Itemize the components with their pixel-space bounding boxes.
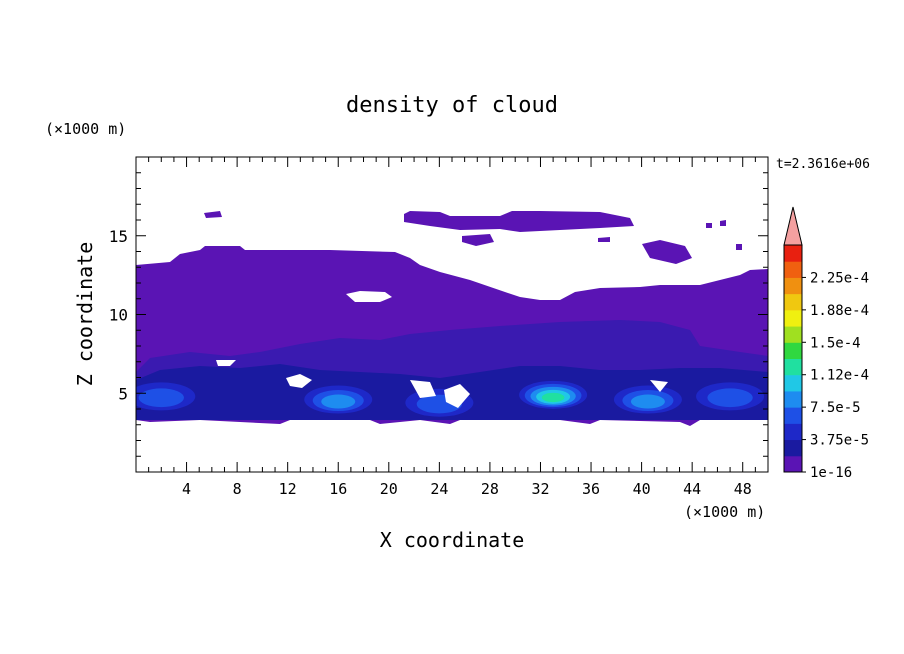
peak-contour <box>541 392 565 403</box>
chart-title: density of cloud <box>346 93 558 118</box>
colorbar-label: 7.5e-5 <box>810 400 861 416</box>
y-tick-label: 10 <box>109 306 128 325</box>
small-cloud-2 <box>462 234 494 246</box>
colorbar-swatch <box>784 245 802 262</box>
peak-contour <box>321 394 356 409</box>
peak-contour <box>707 388 753 408</box>
colorbar-swatch <box>784 423 802 441</box>
gap-hole-1 <box>286 374 312 388</box>
x-tick-label: 28 <box>481 480 499 498</box>
x-tick-label: 8 <box>233 480 242 498</box>
peak-contour <box>630 394 665 409</box>
x-axis-unit: (×1000 m) <box>684 503 765 521</box>
colorbar-swatch <box>784 309 802 327</box>
small-cloud-7 <box>736 244 742 250</box>
peak-cells <box>136 380 765 417</box>
colorbar-swatch <box>784 326 802 343</box>
x-tick-label: 36 <box>582 480 600 498</box>
colorbar-extend-triangle <box>783 206 803 246</box>
x-tick-label: 20 <box>380 480 398 498</box>
x-tick-label: 24 <box>430 480 448 498</box>
x-tick-label: 4 <box>182 480 191 498</box>
colorbar: 1e-16 3.75e-5 7.5e-5 1.12e-4 1.5e-4 1.88e-4 2.… <box>783 206 869 481</box>
colorbar-swatch <box>784 439 802 457</box>
colorbar-swatch <box>784 358 802 376</box>
x-tick-label: 16 <box>329 480 347 498</box>
colorbar-frame <box>783 244 803 473</box>
colorbar-swatch <box>784 455 802 473</box>
colorbar-swatch <box>784 261 802 278</box>
gap-hole-3 <box>444 384 470 408</box>
x-axis: 4 8 12 16 20 24 28 32 36 40 44 48 <box>148 157 756 498</box>
colorbar-label: 3.75e-5 <box>810 433 869 449</box>
colorbar-swatch <box>784 293 802 311</box>
colorbar-label: 2.25e-4 <box>810 270 869 286</box>
cirrus-patch <box>404 211 634 232</box>
y-axis: 5 10 15 <box>109 172 768 457</box>
colorbar-swatch <box>784 407 802 424</box>
y-axis-unit: (×1000 m) <box>45 120 126 138</box>
y-tick-label: 5 <box>118 384 128 403</box>
x-tick-label: 32 <box>531 480 549 498</box>
colorbar-swatch <box>784 277 802 295</box>
x-tick-label: 12 <box>279 480 297 498</box>
peak-contour <box>138 388 184 408</box>
colorbar-label: 1e-16 <box>810 465 852 481</box>
x-tick-label: 40 <box>633 480 651 498</box>
x-tick-label: 48 <box>734 480 752 498</box>
x-axis-label: X coordinate <box>380 528 525 552</box>
colorbar-swatch <box>784 374 802 392</box>
small-cloud-4 <box>598 237 610 242</box>
gap-hole-4 <box>650 380 668 392</box>
y-axis-label: Z coordinate <box>73 242 97 387</box>
small-cloud-1 <box>204 211 222 218</box>
cloud-hole-upper <box>346 291 392 302</box>
colorbar-label: 1.12e-4 <box>810 368 869 384</box>
small-cloud-3 <box>642 240 692 264</box>
time-label: t=2.3616e+06 <box>776 157 870 172</box>
colorbar-label: 1.88e-4 <box>810 303 869 319</box>
colorbar-label: 1.5e-4 <box>810 335 861 351</box>
gap-hole-5 <box>216 360 236 366</box>
gap-hole-2 <box>410 380 436 398</box>
y-tick-label: 15 <box>109 227 128 246</box>
small-cloud-6 <box>706 223 712 228</box>
colorbar-swatch <box>784 342 802 359</box>
small-cloud-5 <box>720 220 726 226</box>
colorbar-swatch <box>784 390 802 408</box>
cloud-density-contours <box>136 211 768 426</box>
x-tick-label: 44 <box>683 480 701 498</box>
